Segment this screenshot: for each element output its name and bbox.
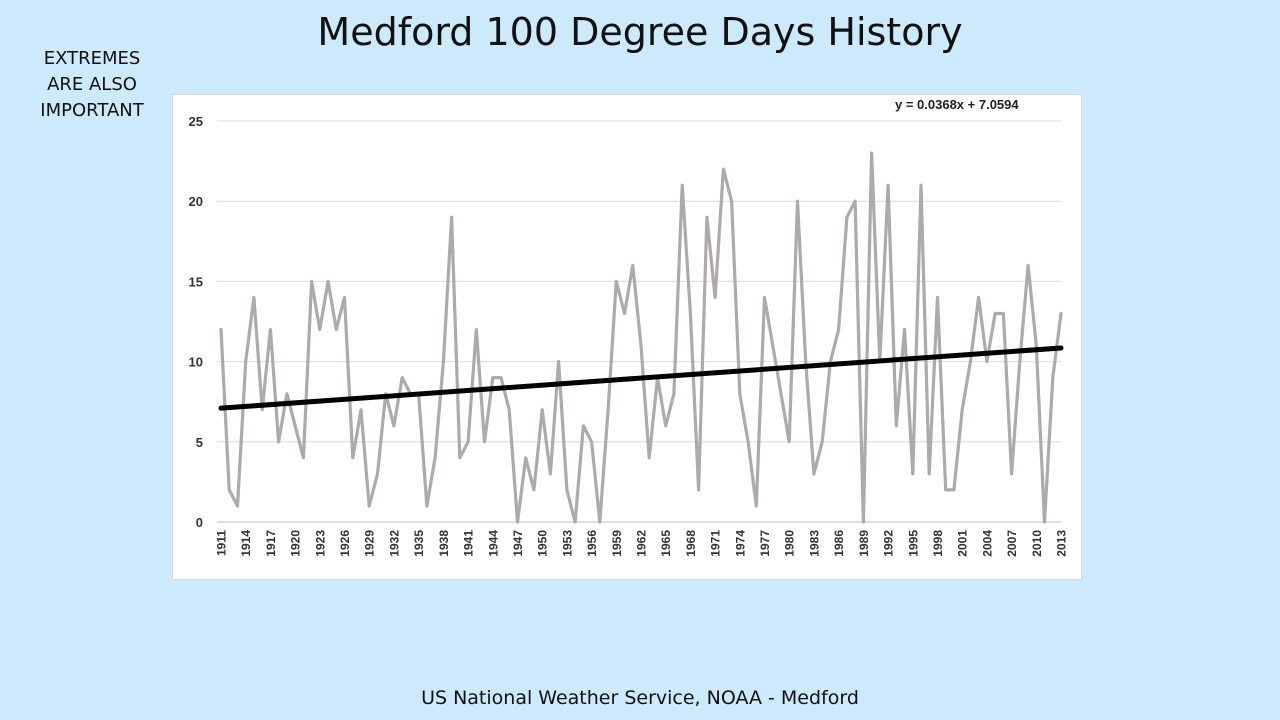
x-tick-label: 1962 (635, 530, 649, 557)
x-tick-label: 1926 (338, 530, 352, 557)
chart-panel: 0 5 10 15 20 25 1911 1914 1917 1920 1923 1926 1929 1… (172, 94, 1082, 580)
x-tick-label: 1974 (733, 530, 747, 557)
y-tick-label: 5 (196, 435, 203, 450)
slide-title: Medford 100 Degree Days History (317, 10, 963, 54)
x-tick-label: 1920 (289, 530, 303, 557)
x-tick-label: 1968 (684, 530, 698, 557)
x-tick-label: 1980 (783, 530, 797, 557)
x-tick-label: 2010 (1030, 530, 1044, 557)
x-tick-label: 1944 (486, 530, 500, 557)
x-tick-label: 1995 (906, 530, 920, 557)
x-tick-label: 2004 (980, 530, 994, 557)
footer-credit: US National Weather Service, NOAA - Medf… (421, 687, 859, 709)
y-tick-label: 15 (189, 274, 203, 289)
y-tick-label: 25 (189, 114, 203, 129)
trendline-equation: y = 0.0368x + 7.0594 (895, 97, 1019, 112)
y-tick-label: 10 (189, 355, 203, 370)
x-tick-label: 1911 (215, 530, 229, 556)
gridlines (217, 120, 1061, 523)
x-tick-label: 2001 (956, 530, 970, 557)
y-tick-labels: 0 5 10 15 20 25 (189, 114, 203, 530)
x-tick-label: 1959 (610, 530, 624, 557)
x-tick-label: 1977 (758, 530, 772, 557)
y-tick-label: 0 (196, 515, 203, 530)
x-tick-label: 1965 (659, 530, 673, 557)
x-tick-label: 1938 (437, 530, 451, 557)
x-tick-label: 1998 (931, 530, 945, 557)
x-tick-label: 2013 (1055, 530, 1069, 557)
x-tick-label: 1941 (462, 530, 476, 557)
x-tick-label: 1992 (882, 530, 896, 557)
x-tick-label: 1932 (387, 530, 401, 557)
x-tick-label: 1950 (536, 530, 550, 557)
x-tick-label: 1956 (585, 530, 599, 557)
x-tick-label: 2007 (1005, 530, 1019, 557)
x-tick-label: 1929 (363, 530, 377, 557)
x-tick-label: 1953 (560, 530, 574, 557)
x-tick-label: 1983 (807, 530, 821, 557)
x-tick-label: 1914 (239, 530, 253, 557)
side-note: EXTREMES ARE ALSO IMPORTANT (40, 48, 144, 121)
series-line-100-degree-days (219, 151, 1063, 524)
x-tick-label: 1986 (832, 530, 846, 557)
x-tick-label: 1935 (412, 530, 426, 557)
x-tick-label: 1917 (264, 530, 278, 557)
x-tick-label: 1947 (511, 530, 525, 557)
x-tick-label: 1989 (857, 530, 871, 557)
series-layer (218, 151, 1064, 524)
y-tick-label: 20 (189, 194, 203, 209)
x-tick-label: 1923 (313, 530, 327, 557)
x-tick-labels: 1911 1914 1917 1920 1923 1926 1929 1932 1935 1938… (215, 530, 1069, 557)
trendline (218, 345, 1064, 411)
x-tick-label: 1971 (709, 530, 723, 557)
